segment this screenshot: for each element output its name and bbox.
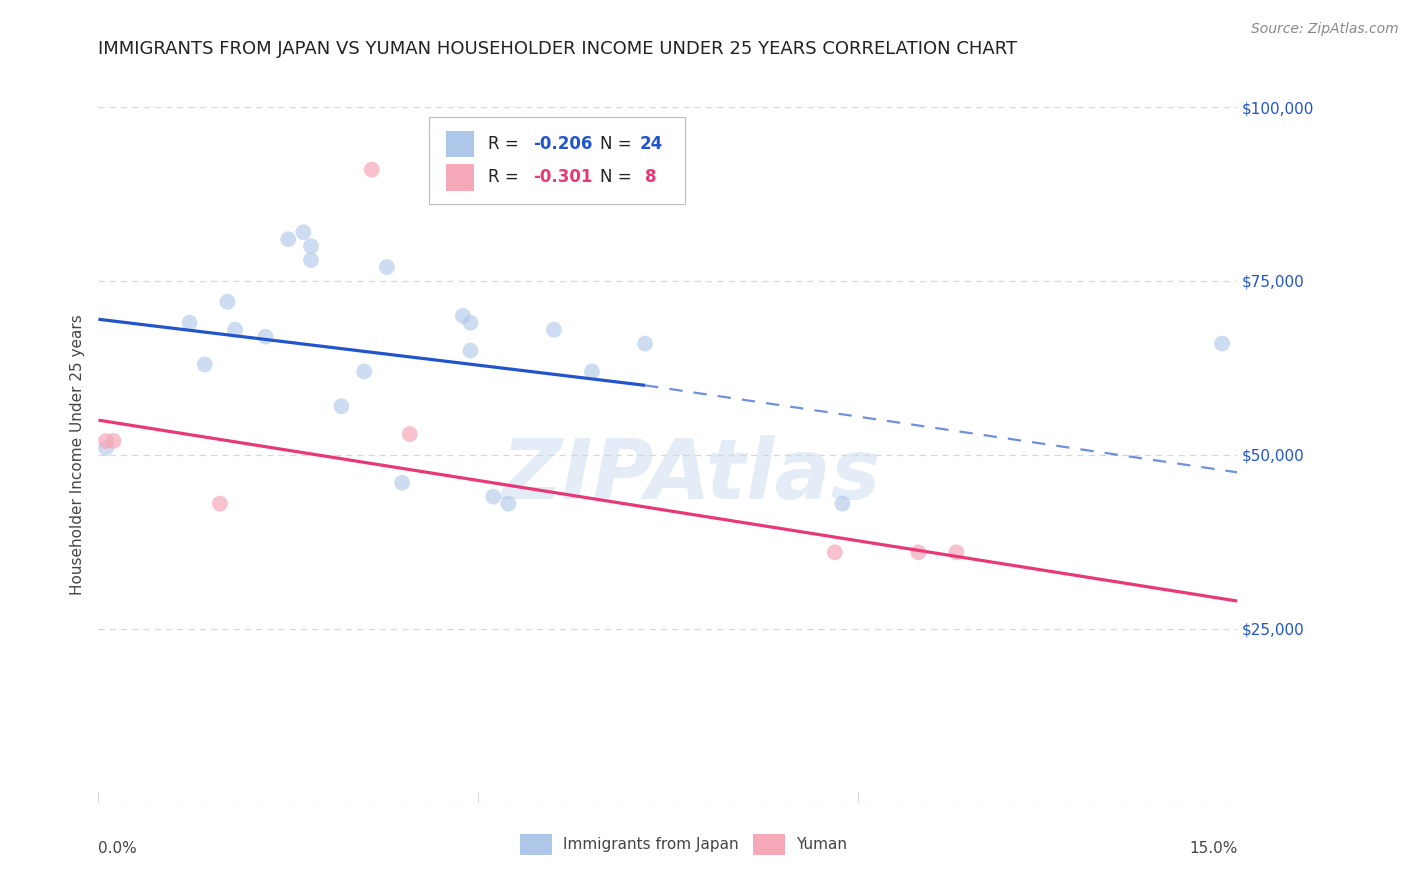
Point xyxy=(353,364,375,378)
Text: -0.206: -0.206 xyxy=(533,135,593,153)
FancyBboxPatch shape xyxy=(754,834,785,855)
Text: N =: N = xyxy=(599,135,637,153)
Text: 0.0%: 0.0% xyxy=(98,841,138,856)
Point xyxy=(460,343,482,358)
Text: N =: N = xyxy=(599,169,641,186)
Point xyxy=(634,336,657,351)
Point xyxy=(945,545,967,559)
Point xyxy=(1211,336,1233,351)
Text: Source: ZipAtlas.com: Source: ZipAtlas.com xyxy=(1251,22,1399,37)
Point xyxy=(581,364,603,378)
Text: 24: 24 xyxy=(640,135,662,153)
Point xyxy=(391,475,413,490)
Text: -0.301: -0.301 xyxy=(533,169,593,186)
Point xyxy=(451,309,474,323)
Text: Yuman: Yuman xyxy=(797,837,848,852)
Point xyxy=(824,545,846,559)
Point xyxy=(907,545,929,559)
Text: Immigrants from Japan: Immigrants from Japan xyxy=(562,837,738,852)
Point xyxy=(482,490,505,504)
Point xyxy=(292,225,315,239)
Text: R =: R = xyxy=(488,169,524,186)
Text: 8: 8 xyxy=(645,169,657,186)
Point xyxy=(498,497,520,511)
Point xyxy=(299,239,322,253)
Text: ZIPAtlas: ZIPAtlas xyxy=(501,435,880,516)
FancyBboxPatch shape xyxy=(520,834,551,855)
Point xyxy=(217,294,239,309)
Point xyxy=(103,434,125,448)
Point xyxy=(94,434,117,448)
Text: R =: R = xyxy=(488,135,524,153)
Point xyxy=(460,316,482,330)
FancyBboxPatch shape xyxy=(446,131,474,157)
Point xyxy=(375,260,398,274)
Text: IMMIGRANTS FROM JAPAN VS YUMAN HOUSEHOLDER INCOME UNDER 25 YEARS CORRELATION CHA: IMMIGRANTS FROM JAPAN VS YUMAN HOUSEHOLD… xyxy=(98,40,1018,58)
Point xyxy=(330,399,353,413)
Point xyxy=(224,323,246,337)
Point xyxy=(831,497,853,511)
Point xyxy=(179,316,201,330)
Point xyxy=(277,232,299,246)
Point xyxy=(94,441,117,455)
Point xyxy=(299,253,322,268)
Point xyxy=(543,323,565,337)
Point xyxy=(398,427,420,442)
FancyBboxPatch shape xyxy=(429,118,685,204)
Text: 15.0%: 15.0% xyxy=(1189,841,1237,856)
Point xyxy=(208,497,231,511)
Y-axis label: Householder Income Under 25 years: Householder Income Under 25 years xyxy=(70,315,86,595)
Point xyxy=(360,162,382,177)
Point xyxy=(254,329,277,343)
FancyBboxPatch shape xyxy=(446,164,474,191)
Point xyxy=(194,358,217,372)
